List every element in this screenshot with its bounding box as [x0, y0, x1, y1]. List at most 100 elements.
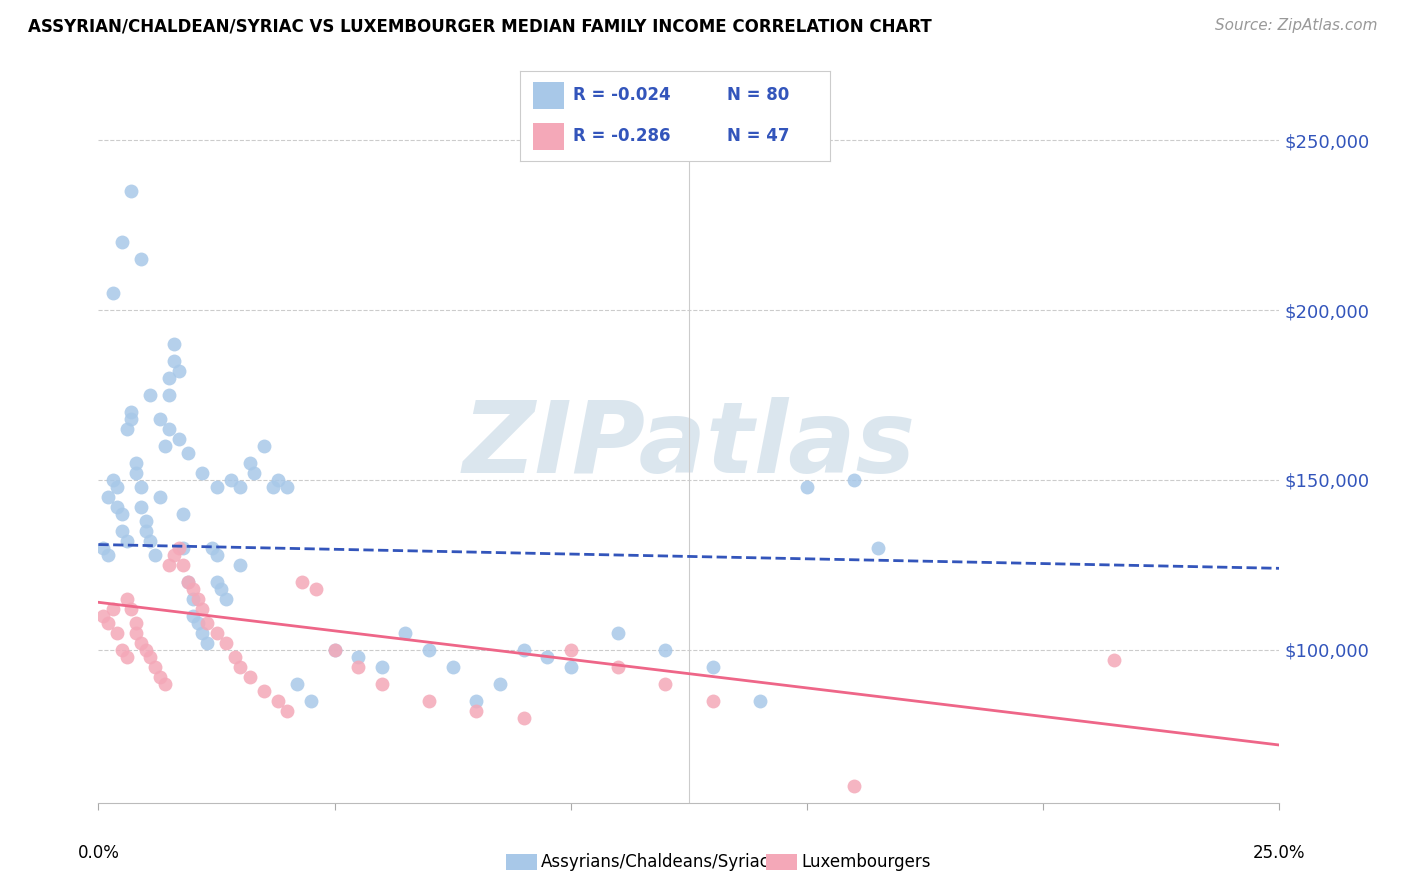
Point — [394, 626, 416, 640]
Point — [489, 677, 512, 691]
Point — [143, 548, 166, 562]
Point — [607, 626, 630, 640]
Point — [91, 608, 114, 623]
Point — [1102, 653, 1125, 667]
Point — [290, 574, 312, 589]
Point — [844, 473, 866, 487]
Point — [101, 286, 124, 301]
Point — [121, 405, 143, 419]
Point — [135, 524, 157, 538]
Point — [512, 711, 534, 725]
Point — [121, 412, 143, 426]
Text: ZIPatlas: ZIPatlas — [463, 398, 915, 494]
Point — [195, 615, 218, 630]
Point — [181, 608, 204, 623]
Point — [187, 615, 209, 630]
Point — [115, 649, 138, 664]
Point — [253, 439, 276, 453]
Point — [97, 615, 120, 630]
Point — [323, 643, 346, 657]
Point — [97, 548, 120, 562]
Point — [111, 235, 134, 249]
Point — [181, 582, 204, 596]
Point — [229, 480, 252, 494]
Point — [125, 626, 148, 640]
Point — [125, 466, 148, 480]
Point — [125, 456, 148, 470]
Point — [205, 480, 228, 494]
Point — [167, 432, 190, 446]
Point — [172, 507, 194, 521]
Point — [125, 615, 148, 630]
Point — [129, 636, 152, 650]
Point — [101, 602, 124, 616]
Point — [177, 446, 200, 460]
Point — [153, 439, 176, 453]
Point — [149, 670, 172, 684]
Point — [262, 480, 284, 494]
Point — [205, 574, 228, 589]
Point — [139, 534, 162, 549]
Point — [115, 534, 138, 549]
Point — [191, 466, 214, 480]
Point — [105, 500, 128, 515]
Point — [702, 694, 724, 708]
Point — [299, 694, 322, 708]
Point — [215, 636, 238, 650]
Point — [276, 704, 298, 718]
Point — [181, 591, 204, 606]
Point — [163, 337, 186, 351]
Point — [347, 660, 370, 674]
Point — [224, 649, 246, 664]
Point — [139, 388, 162, 402]
Point — [177, 574, 200, 589]
FancyBboxPatch shape — [533, 82, 564, 109]
Text: Luxembourgers: Luxembourgers — [801, 853, 931, 871]
Point — [267, 694, 290, 708]
Point — [163, 548, 186, 562]
Point — [157, 388, 180, 402]
Point — [209, 582, 232, 596]
Point — [191, 602, 214, 616]
Point — [323, 643, 346, 657]
Text: N = 80: N = 80 — [727, 87, 790, 104]
Point — [97, 490, 120, 504]
Point — [239, 456, 262, 470]
Text: R = -0.024: R = -0.024 — [572, 87, 671, 104]
Point — [748, 694, 770, 708]
Point — [157, 422, 180, 436]
Point — [121, 602, 143, 616]
Point — [91, 541, 114, 555]
Point — [163, 354, 186, 368]
Text: R = -0.286: R = -0.286 — [572, 128, 671, 145]
Point — [129, 252, 152, 266]
Point — [560, 643, 582, 657]
Point — [371, 677, 394, 691]
Point — [418, 694, 440, 708]
Point — [347, 649, 370, 664]
Point — [219, 473, 242, 487]
Point — [187, 591, 209, 606]
Point — [866, 541, 889, 555]
Point — [101, 473, 124, 487]
Point — [121, 184, 143, 198]
Point — [536, 649, 558, 664]
Point — [201, 541, 224, 555]
Point — [167, 541, 190, 555]
Point — [796, 480, 818, 494]
Point — [115, 422, 138, 436]
Point — [512, 643, 534, 657]
Point — [153, 677, 176, 691]
Point — [285, 677, 308, 691]
Point — [149, 490, 172, 504]
Point — [195, 636, 218, 650]
Text: 0.0%: 0.0% — [77, 844, 120, 862]
Point — [115, 591, 138, 606]
Point — [111, 524, 134, 538]
Text: 25.0%: 25.0% — [1253, 844, 1306, 862]
Point — [135, 643, 157, 657]
Point — [105, 626, 128, 640]
Point — [111, 507, 134, 521]
Point — [129, 480, 152, 494]
Point — [135, 514, 157, 528]
